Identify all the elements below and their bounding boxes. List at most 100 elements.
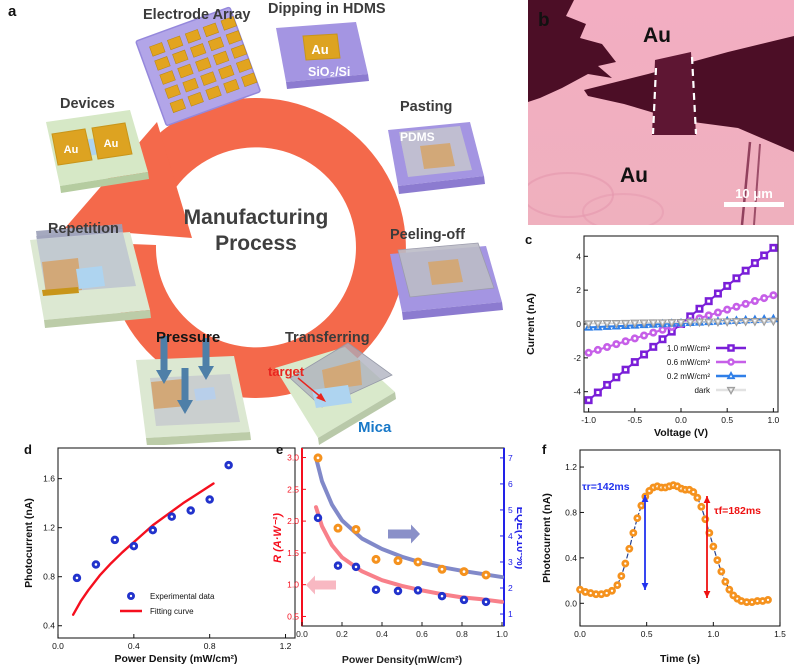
repetition-flake xyxy=(42,258,82,294)
legend-label: dark xyxy=(694,386,711,395)
marker-center xyxy=(624,562,627,565)
electrode-pad xyxy=(169,98,186,113)
electrode-pad xyxy=(220,16,237,31)
marker-center xyxy=(596,322,600,325)
marker-center xyxy=(661,328,664,332)
marker-center xyxy=(753,261,757,265)
x-tick-label: 0.0 xyxy=(296,629,308,639)
center-title-line2: Process xyxy=(215,232,297,255)
marker-center xyxy=(616,583,619,587)
marker-center xyxy=(651,331,655,335)
step-label-dipping: Dipping in HDMS xyxy=(268,1,386,17)
y-tick-label: 0.0 xyxy=(565,598,577,608)
x-tick-label: -1.0 xyxy=(581,415,596,425)
x-tick-label: -0.5 xyxy=(627,415,642,425)
chart-text: e xyxy=(276,442,283,457)
marker-center xyxy=(640,504,643,507)
mica-substrate-edge xyxy=(318,392,396,445)
marker-center xyxy=(336,564,340,567)
marker-center xyxy=(734,276,738,280)
marker-center xyxy=(771,319,775,323)
electrode-pad xyxy=(159,70,176,85)
y-tick-label: 0.8 xyxy=(43,572,55,582)
chart-text: d xyxy=(24,442,32,457)
dipping-au-pad xyxy=(302,33,341,61)
panel-a-letter: a xyxy=(8,3,17,20)
marker-center xyxy=(416,560,420,564)
marker-center xyxy=(753,299,757,303)
marker-center xyxy=(712,545,715,548)
pressure-arrowhead-2-icon xyxy=(198,366,214,380)
x-tick-label: 0.0 xyxy=(574,629,586,639)
transfer-flake xyxy=(322,360,362,390)
pasting-step-graphic xyxy=(388,122,485,194)
marker-center xyxy=(670,330,674,334)
marker-center xyxy=(374,588,378,592)
marker-center xyxy=(679,320,683,324)
dipping-step-graphic xyxy=(276,22,369,89)
x-tick-label: 1.5 xyxy=(774,629,786,639)
chart-text: Voltage (V) xyxy=(654,427,708,439)
marker-center xyxy=(596,391,600,395)
pressure-substrate-edge xyxy=(146,432,251,445)
chart-text: Photocurrent (nA) xyxy=(541,493,553,583)
thin-wire-2 xyxy=(753,143,761,225)
marker-center xyxy=(707,313,711,317)
x-tick-label: 0.8 xyxy=(456,629,468,639)
micrograph-texture-2 xyxy=(582,193,664,225)
marker-center xyxy=(729,346,733,350)
block-arrow-icon xyxy=(306,575,336,595)
marker-center xyxy=(336,526,340,530)
marker-center xyxy=(771,246,775,250)
target-label: target xyxy=(268,364,305,379)
marker-center xyxy=(762,253,766,257)
y-tick-label: 0.5 xyxy=(287,611,299,621)
annotation-arrowhead-icon xyxy=(703,496,711,503)
marker-center xyxy=(462,570,466,573)
marker-center xyxy=(642,334,646,337)
scalebar xyxy=(724,202,784,207)
y-tick-label: -4 xyxy=(573,387,581,397)
marker-center xyxy=(633,321,637,325)
devices-step-graphic xyxy=(46,110,149,193)
x-tick-label: 0.0 xyxy=(52,641,64,651)
y-tick-label: 1.2 xyxy=(565,462,577,472)
marker-center xyxy=(396,559,400,563)
marker-center xyxy=(636,516,639,520)
step-label-pasting: Pasting xyxy=(400,99,452,115)
electrode-pad xyxy=(187,91,204,107)
x-tick-label: 0.5 xyxy=(641,629,653,639)
x-tick-label: 1.0 xyxy=(767,415,779,425)
axis-frame xyxy=(57,447,296,639)
legend-label: Fitting curve xyxy=(150,607,194,616)
electrode-pad xyxy=(207,36,225,52)
chart-text: Time (s) xyxy=(660,653,700,665)
legend-label: Experimental data xyxy=(150,592,215,601)
marker-center xyxy=(587,351,591,355)
marker-center xyxy=(610,589,614,592)
marker-center xyxy=(732,594,735,597)
marker-center xyxy=(648,489,651,493)
marker-center xyxy=(628,547,631,550)
annotation-arrowhead-icon xyxy=(641,583,649,590)
marker-center xyxy=(766,598,770,602)
marker-center xyxy=(633,360,637,364)
y-tick-label: 1.5 xyxy=(287,548,299,558)
x-tick-label: 0.4 xyxy=(376,629,388,639)
marker-center xyxy=(484,600,488,604)
marker-center xyxy=(614,342,618,346)
marker-center xyxy=(729,360,733,364)
marker-center xyxy=(696,496,699,499)
marker-center xyxy=(729,388,733,392)
electrode-pad xyxy=(167,35,184,51)
electrode-pad xyxy=(190,43,207,58)
marker-center xyxy=(725,284,729,288)
electrode-pad xyxy=(202,22,220,38)
marker-center xyxy=(725,320,729,323)
panel-c-iv-curves-chart: -1.0 -0.5 0.0 0.5 1.0 -4 -2 0 2 4 1.0 mW/cm² 0.6 mW… xyxy=(525,232,780,439)
y-tick-label: 4 xyxy=(576,251,581,261)
marker-center xyxy=(605,321,609,325)
legend-label: 0.2 mW/cm² xyxy=(667,372,710,381)
marker-center xyxy=(756,599,759,603)
marker-center xyxy=(716,311,720,314)
